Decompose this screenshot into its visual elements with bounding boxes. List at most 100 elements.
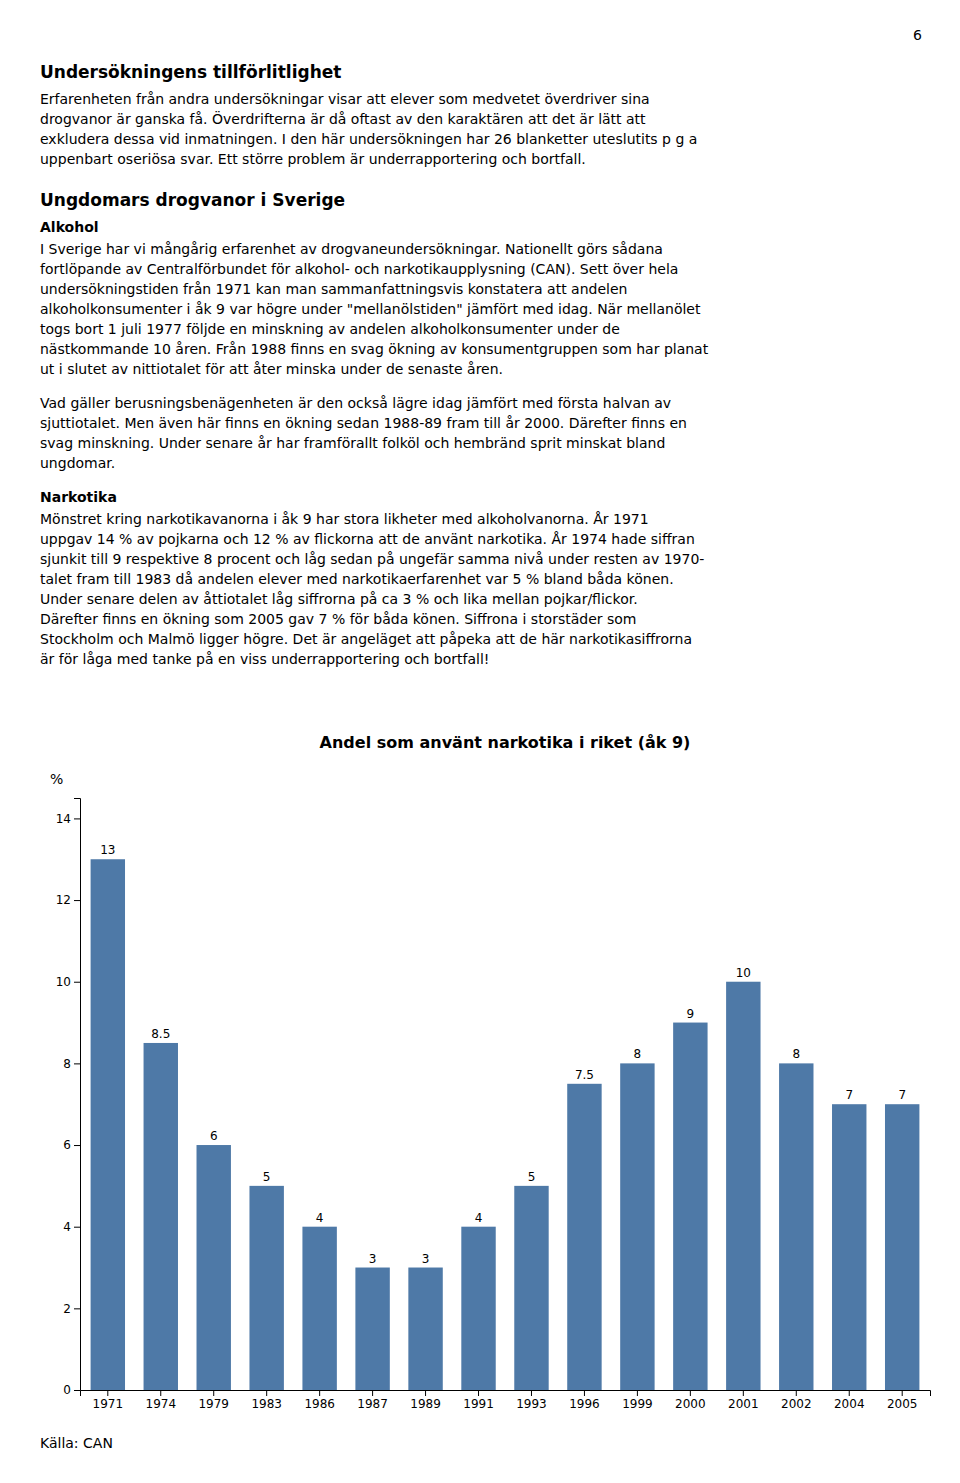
- x-tick: 1991: [463, 1390, 494, 1411]
- tick-mark: [425, 1390, 426, 1396]
- x-tick: 1983: [251, 1390, 282, 1411]
- tick-label: 1987: [357, 1397, 388, 1411]
- tick-label: 1974: [145, 1397, 176, 1411]
- paragraph-line: Mönstret kring narkotikavanorna i åk 9 h…: [40, 511, 649, 527]
- source: Källa: CAN: [40, 1435, 113, 1451]
- data-label: 4: [316, 1211, 324, 1225]
- paragraph-line: är för låga med tanke på en viss underra…: [40, 651, 489, 667]
- y-tick: 8: [63, 1057, 80, 1071]
- paragraph-line: uppgav 14 % av pojkarna och 12 % av flic…: [40, 531, 695, 547]
- tick-mark: [74, 1308, 80, 1309]
- paragraph-line: Vad gäller berusningsbenägenheten är den…: [40, 395, 671, 411]
- data-label: 7: [898, 1088, 906, 1102]
- bar: [885, 1104, 919, 1390]
- tick-label: 1986: [304, 1397, 335, 1411]
- tick-label: 2000: [675, 1397, 706, 1411]
- tick-mark: [690, 1390, 691, 1396]
- tick-label: 1983: [251, 1397, 282, 1411]
- paragraph-line: drogvanor är ganska få. Överdrifterna är…: [40, 110, 646, 127]
- tick-label: 14: [56, 812, 71, 826]
- page: 6 Undersökningens tillförlitlighetErfaren…: [0, 0, 960, 1483]
- tick-label: 2005: [887, 1397, 918, 1411]
- axis-line: [81, 1391, 931, 1397]
- tick-label: 8: [63, 1057, 71, 1071]
- bar: [726, 982, 760, 1390]
- tick-mark: [213, 1390, 214, 1396]
- tick-mark: [796, 1390, 797, 1396]
- tick-label: 1971: [93, 1397, 124, 1411]
- data-label: 3: [369, 1252, 377, 1266]
- x-tick: 1999: [622, 1390, 653, 1411]
- data-labels: 138.565433457.58910877: [100, 843, 906, 1265]
- y-tick: 6: [63, 1138, 80, 1152]
- data-label: 4: [475, 1211, 483, 1225]
- bar: [567, 1084, 601, 1390]
- heading: Undersökningens tillförlitlighet: [40, 62, 341, 82]
- tick-label: 6: [63, 1138, 71, 1152]
- tick-label: 4: [63, 1220, 71, 1234]
- data-label: 8.5: [151, 1027, 170, 1041]
- x-tick: 2002: [781, 1390, 812, 1411]
- tick-mark: [902, 1390, 903, 1396]
- bar: [779, 1063, 813, 1390]
- x-axis: 1971 1974 1979 1983 1986 1987 1989 1991 1993 1996…: [81, 1390, 931, 1411]
- bar: [197, 1145, 231, 1390]
- y-tick: 0: [63, 1383, 80, 1397]
- bar: [832, 1104, 866, 1390]
- data-label: 6: [210, 1129, 218, 1143]
- bar: [620, 1063, 654, 1390]
- tick-mark: [584, 1390, 585, 1396]
- x-tick: 1986: [304, 1390, 335, 1411]
- tick-label: 1989: [410, 1397, 441, 1411]
- subheading: Alkohol: [40, 219, 99, 235]
- tick-label: 2004: [834, 1397, 865, 1411]
- x-tick: 1993: [516, 1390, 547, 1411]
- paragraph-line: sjunkit till 9 respektive 8 procent och …: [40, 551, 704, 567]
- paragraph-line: Stockholm och Malmö ligger högre. Det är…: [40, 631, 692, 647]
- data-label: 5: [528, 1170, 536, 1184]
- subheading: Narkotika: [40, 489, 117, 505]
- tick-mark: [74, 1063, 80, 1064]
- x-tick: 1971: [93, 1390, 124, 1411]
- x-tick: 2000: [675, 1390, 706, 1411]
- x-tick: 1979: [198, 1390, 229, 1411]
- page-text: Undersökningens tillförlitlighetErfarenh…: [40, 62, 709, 667]
- tick-label: 10: [56, 975, 71, 989]
- y-axis-label: %: [50, 771, 63, 787]
- y-tick: 12: [56, 893, 80, 907]
- y-axis: 0 2 4 6 8 10 12 14: [56, 799, 81, 1398]
- paragraph-line: exkludera dessa vid inmatningen. I den h…: [40, 131, 697, 147]
- tick-label: 1996: [569, 1397, 600, 1411]
- y-tick: 2: [63, 1302, 80, 1316]
- bars: [91, 859, 920, 1390]
- tick-mark: [478, 1390, 479, 1396]
- tick-mark: [319, 1390, 320, 1396]
- y-tick: 14: [56, 812, 80, 826]
- tick-mark: [74, 818, 80, 819]
- page-number: 6: [913, 27, 922, 43]
- tick-mark: [372, 1390, 373, 1396]
- tick-mark: [107, 1390, 108, 1396]
- heading: Ungdomars drogvanor i Sverige: [40, 190, 345, 210]
- paragraph-line: fortlöpande av Centralförbundet för alko…: [40, 261, 678, 277]
- paragraph-line: talet fram till 1983 då andelen elever m…: [40, 571, 674, 587]
- tick-mark: [266, 1390, 267, 1396]
- tick-label: 2: [63, 1302, 71, 1316]
- paragraph-line: togs bort 1 juli 1977 följde en minsknin…: [40, 321, 620, 337]
- bar: [91, 859, 125, 1390]
- tick-label: 0: [63, 1383, 71, 1397]
- tick-label: 2001: [728, 1397, 759, 1411]
- tick-label: 1979: [198, 1397, 229, 1411]
- bar: [461, 1227, 495, 1390]
- tick-mark: [74, 900, 80, 901]
- data-label: 10: [736, 966, 751, 980]
- data-label: 3: [422, 1252, 430, 1266]
- x-tick: 2004: [834, 1390, 865, 1411]
- paragraph-line: alkoholkonsumenter i åk 9 var högre unde…: [40, 301, 701, 317]
- data-label: 8: [792, 1047, 800, 1061]
- x-tick: 1987: [357, 1390, 388, 1411]
- tick-mark: [743, 1390, 744, 1396]
- bar: [249, 1186, 283, 1390]
- tick-label: 2002: [781, 1397, 812, 1411]
- x-tick: 1989: [410, 1390, 441, 1411]
